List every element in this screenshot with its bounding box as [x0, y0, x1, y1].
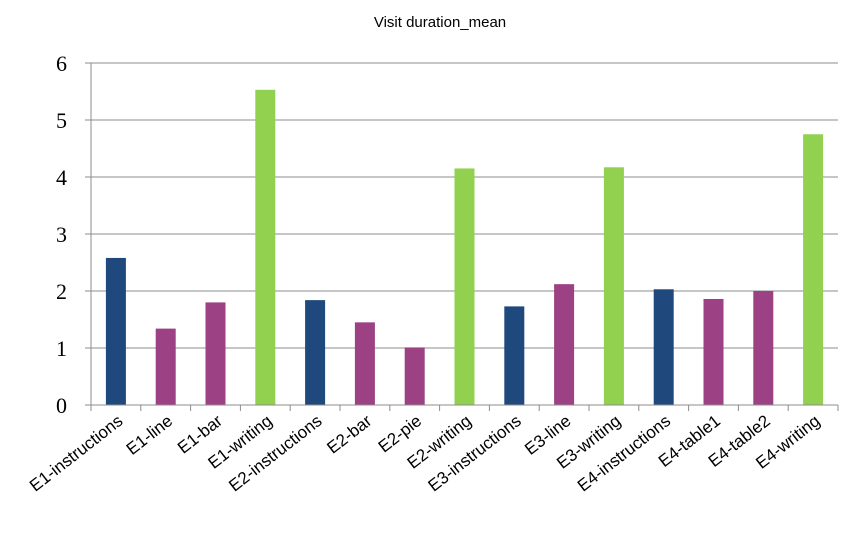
bar	[653, 289, 674, 405]
bar	[703, 298, 724, 405]
y-tick-label: 4	[56, 165, 67, 190]
y-tick-label: 0	[56, 393, 67, 418]
bar	[354, 322, 375, 405]
bar	[803, 134, 824, 405]
bar	[504, 306, 525, 405]
bar	[603, 167, 624, 405]
y-tick-label: 5	[56, 108, 67, 133]
x-tick-label: E2-bar	[323, 411, 375, 458]
bar	[305, 300, 326, 405]
y-axis-ticks: 0 1 2 3 4 5 6	[56, 51, 91, 418]
bar	[155, 328, 176, 405]
bar	[753, 291, 774, 405]
bar	[554, 284, 575, 405]
x-tick-label: E1-line	[123, 411, 176, 459]
x-axis-ticks: E1-instructionsE1-lineE1-barE1-writingE2…	[26, 405, 839, 495]
y-tick-label: 1	[56, 336, 67, 361]
bars	[105, 89, 824, 405]
bar	[205, 302, 226, 405]
bar	[105, 257, 126, 405]
y-tick-label: 6	[56, 51, 67, 76]
x-tick-label: E1-instructions	[26, 411, 126, 495]
y-tick-label: 2	[56, 279, 67, 304]
bar	[404, 347, 425, 405]
bar	[454, 168, 475, 405]
bar	[255, 89, 276, 405]
y-tick-label: 3	[56, 222, 67, 247]
chart-title: Visit duration_mean	[374, 14, 506, 31]
